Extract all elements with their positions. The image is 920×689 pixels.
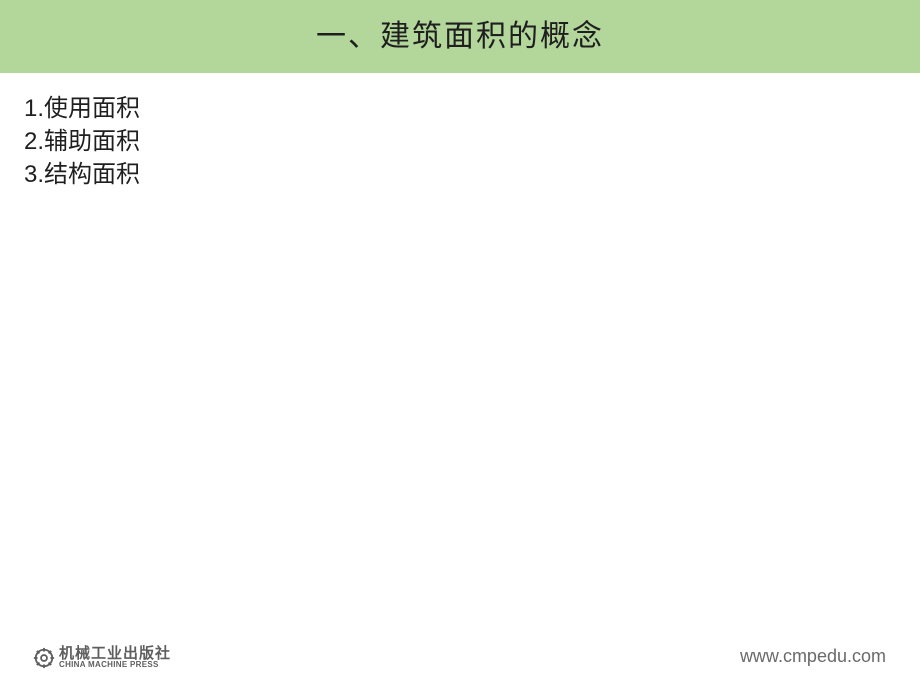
list-item: 2.辅助面积 [24, 125, 140, 158]
slide: 一、建筑面积的概念 1.使用面积2.辅助面积3.结构面积 [0, 0, 920, 689]
publisher-name-en: CHINA MACHINE PRESS [59, 661, 171, 669]
slide-title: 一、建筑面积的概念 [316, 20, 604, 53]
publisher-name-cn: 机械工业出版社 [59, 646, 171, 661]
publisher-text: 机械工业出版社 CHINA MACHINE PRESS [59, 646, 171, 669]
body-list: 1.使用面积2.辅助面积3.结构面积 [24, 92, 140, 191]
publisher-block: 机械工业出版社 CHINA MACHINE PRESS [33, 646, 171, 669]
title-bar: 一、建筑面积的概念 [0, 0, 920, 73]
list-item: 3.结构面积 [24, 158, 140, 191]
site-url: www.cmpedu.com [740, 646, 886, 667]
gear-icon [33, 647, 55, 669]
list-item: 1.使用面积 [24, 92, 140, 125]
